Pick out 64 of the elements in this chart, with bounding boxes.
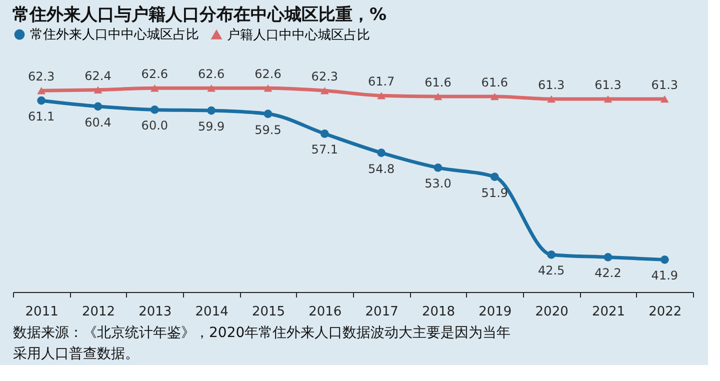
point	[660, 256, 669, 264]
point	[660, 95, 669, 103]
source-note: 数据来源：《北京统计年鉴》，2020年常住外来人口数据波动大主要是因为当年采用人口普查数据。	[13, 325, 511, 362]
point	[37, 96, 46, 105]
data-label: 61.6	[481, 75, 508, 90]
data-label: 62.6	[198, 67, 225, 82]
data-label: 59.5	[254, 122, 282, 137]
data-label: 60.4	[84, 115, 112, 130]
point	[434, 92, 442, 100]
data-label: 57.1	[311, 142, 338, 157]
point	[320, 130, 329, 138]
point	[604, 253, 612, 262]
data-label: 61.7	[368, 74, 395, 89]
data-label: 61.3	[594, 78, 622, 92]
data-label: 62.6	[141, 67, 168, 82]
point	[37, 87, 46, 94]
point	[207, 106, 216, 115]
point	[150, 84, 159, 92]
data-label: 41.9	[651, 268, 678, 283]
point	[264, 84, 272, 92]
point	[320, 87, 329, 94]
point	[264, 110, 272, 118]
x-tick-label: 2014	[195, 304, 228, 320]
data-label: 61.3	[651, 78, 678, 92]
x-tick-label: 2015	[252, 304, 286, 320]
point	[490, 172, 499, 182]
point	[434, 164, 442, 172]
point	[377, 92, 386, 100]
data-label: 54.8	[368, 162, 395, 176]
data-label: 60.0	[141, 118, 168, 133]
x-tick-label: 2017	[365, 304, 398, 320]
data-label: 62.6	[254, 67, 282, 82]
data-label: 61.3	[538, 78, 565, 92]
x-tick-label: 2012	[82, 304, 116, 320]
legend-label: 常住外来人口中中心城区占比	[30, 26, 199, 43]
data-label: 51.9	[481, 186, 508, 200]
x-tick-label: 2013	[138, 304, 172, 320]
point	[377, 148, 386, 157]
x-tick-label: 2020	[535, 304, 568, 320]
data-label: 61.6	[424, 75, 452, 90]
x-tick-label: 2022	[648, 304, 682, 320]
data-label: 62.3	[28, 70, 55, 84]
point	[547, 250, 556, 259]
x-tick-label: 2011	[25, 304, 58, 320]
x-tick-label: 2018	[422, 304, 456, 320]
x-tick-label: 2016	[308, 304, 342, 320]
point	[94, 86, 102, 94]
x-tick-label: 2021	[592, 304, 626, 320]
data-label: 59.9	[198, 120, 225, 134]
data-label: 62.3	[311, 70, 338, 84]
data-label: 61.1	[28, 110, 55, 124]
data-label: 53.0	[424, 176, 452, 191]
point	[547, 95, 556, 103]
x-tick-label: 2019	[478, 304, 512, 320]
point	[604, 95, 612, 103]
point	[490, 92, 499, 100]
data-label: 62.4	[84, 68, 112, 83]
point	[94, 102, 102, 111]
point	[150, 106, 159, 114]
point	[207, 84, 216, 92]
legend-label: 户籍人口中中心城区占比	[227, 26, 370, 43]
data-label: 42.5	[538, 264, 565, 278]
chart-title: 常住外来人口与户籍人口分布在中心城区比重，%	[12, 5, 387, 25]
data-label: 42.2	[594, 266, 622, 280]
